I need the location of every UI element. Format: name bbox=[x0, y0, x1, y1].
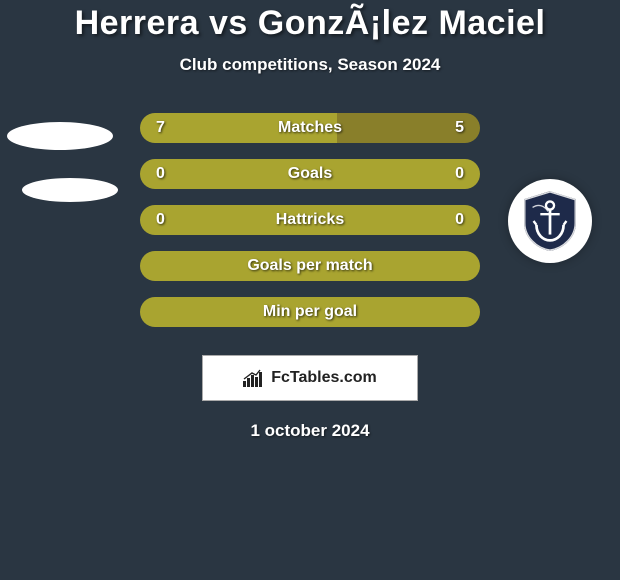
player-left-placeholder-2 bbox=[22, 178, 118, 202]
stat-bar: 00Goals bbox=[140, 159, 480, 189]
chart-icon bbox=[243, 369, 265, 387]
stat-row: Goals per match bbox=[0, 251, 620, 297]
stat-bar: Goals per match bbox=[140, 251, 480, 281]
stat-right-value: 5 bbox=[455, 113, 464, 143]
stat-left-value: 7 bbox=[156, 113, 165, 143]
page-title: Herrera vs GonzÃ¡lez Maciel bbox=[0, 4, 620, 43]
stat-bar: Min per goal bbox=[140, 297, 480, 327]
club-badge-right bbox=[508, 179, 592, 263]
stat-bar: 00Hattricks bbox=[140, 205, 480, 235]
date-label: 1 october 2024 bbox=[0, 421, 620, 441]
player-left-placeholder-1 bbox=[7, 122, 113, 150]
fctables-label: FcTables.com bbox=[271, 369, 377, 387]
subtitle: Club competitions, Season 2024 bbox=[0, 55, 620, 75]
shield-anchor-icon bbox=[519, 190, 581, 252]
stat-left-value: 0 bbox=[156, 205, 165, 235]
fctables-attribution: FcTables.com bbox=[202, 355, 418, 401]
stat-bar-left bbox=[140, 205, 310, 235]
stat-bar-left bbox=[140, 113, 337, 143]
stat-right-value: 0 bbox=[455, 205, 464, 235]
stat-row: Min per goal bbox=[0, 297, 620, 343]
stat-left-value: 0 bbox=[156, 159, 165, 189]
stat-bar-left bbox=[140, 297, 480, 327]
stat-bar-left bbox=[140, 159, 310, 189]
stat-bar: 75Matches bbox=[140, 113, 480, 143]
stat-right-value: 0 bbox=[455, 159, 464, 189]
stat-bar-left bbox=[140, 251, 480, 281]
